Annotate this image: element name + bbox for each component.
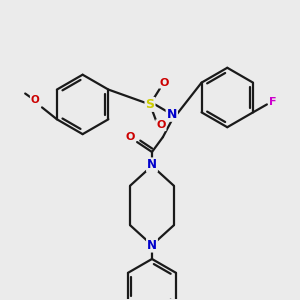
Text: S: S bbox=[146, 98, 154, 111]
Text: O: O bbox=[156, 120, 166, 130]
Text: N: N bbox=[167, 108, 177, 121]
Text: N: N bbox=[147, 158, 157, 171]
Text: O: O bbox=[31, 95, 40, 106]
Text: O: O bbox=[159, 78, 169, 88]
Text: O: O bbox=[125, 132, 135, 142]
Text: F: F bbox=[269, 98, 277, 107]
Text: N: N bbox=[147, 238, 157, 252]
